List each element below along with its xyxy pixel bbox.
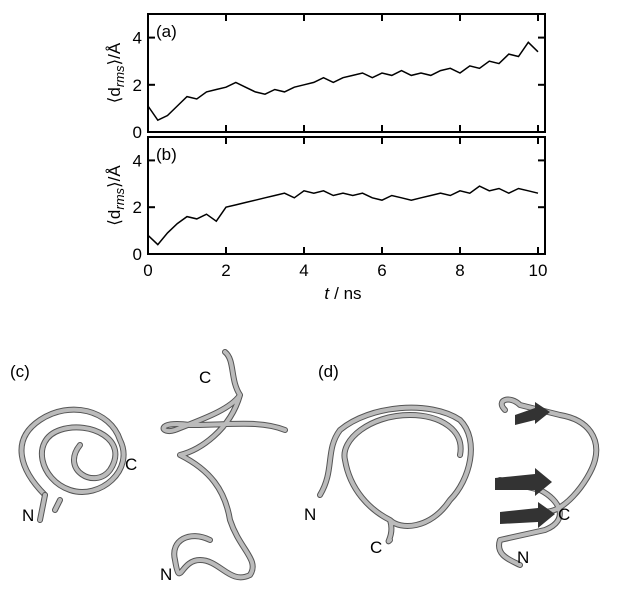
data-line	[148, 42, 538, 120]
panel-label: (c)	[10, 362, 30, 381]
x-axis-label-var: t	[324, 284, 330, 303]
y-tick-label: 4	[133, 29, 142, 48]
y-tick-label: 2	[133, 198, 142, 217]
panel-label: (d)	[318, 362, 339, 381]
y-tick-label: 0	[133, 123, 142, 142]
x-tick-label: 0	[143, 261, 152, 280]
y-axis-label: ⟨drms⟩/Å	[105, 42, 127, 103]
ribbon	[320, 400, 596, 565]
terminus-label: N	[304, 505, 316, 524]
x-tick-label: 6	[377, 261, 386, 280]
structure-c: (c) C N C N	[10, 352, 285, 584]
y-tick-label: 4	[133, 151, 142, 170]
terminus-label: C	[199, 368, 211, 387]
y-axis-label-part: ⟨d	[105, 87, 124, 103]
y-axis-label-part: ⟨d	[105, 210, 124, 226]
plot-frame	[148, 14, 545, 132]
terminus-label: N	[160, 565, 172, 584]
terminus-label: N	[517, 548, 529, 567]
y-axis-label: ⟨drms⟩/Å	[105, 165, 127, 226]
x-axis-label-unit: / ns	[334, 284, 361, 303]
panel-label: (b)	[156, 145, 177, 164]
panel-label: (a)	[156, 22, 177, 41]
y-tick-label: 2	[133, 76, 142, 95]
data-line	[148, 186, 538, 245]
structure-d: (d) N C C N	[304, 362, 596, 567]
x-axis-label: t/ ns	[324, 284, 361, 303]
terminus-label: C	[125, 455, 137, 474]
y-axis-label-part: rms	[112, 65, 127, 87]
terminus-label: C	[558, 505, 570, 524]
x-tick-label: 4	[299, 261, 308, 280]
y-axis-label-part: ⟩/Å	[105, 165, 124, 188]
ribbon	[21, 352, 285, 577]
y-tick-label: 0	[133, 245, 142, 264]
terminus-label: N	[22, 506, 34, 525]
x-tick-label: 2	[221, 261, 230, 280]
x-tick-label: 8	[455, 261, 464, 280]
y-axis-label-part: rms	[112, 187, 127, 209]
plot-frame	[148, 137, 545, 254]
terminus-label: C	[370, 538, 382, 557]
x-tick-label: 10	[529, 261, 548, 280]
figure: (c) C N C N (d) N C C N (a)024⟨drms⟩/Å(b…	[0, 0, 642, 587]
y-axis-label-part: ⟩/Å	[105, 42, 124, 65]
